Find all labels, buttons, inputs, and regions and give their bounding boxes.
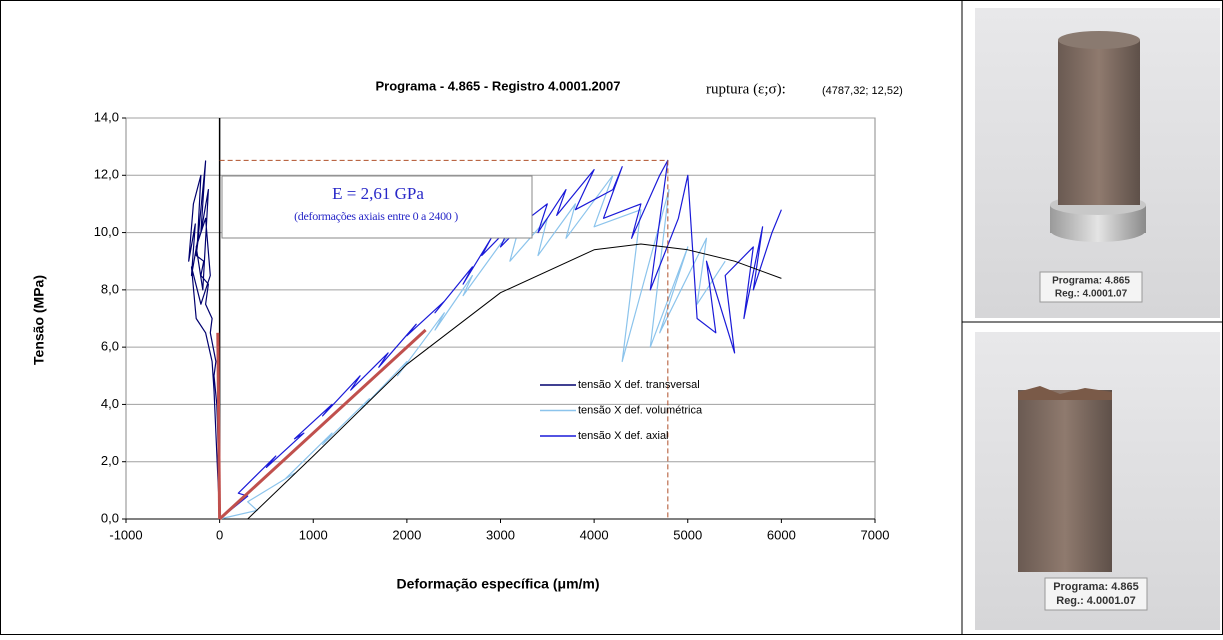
legend-label: tensão X def. volumétrica — [578, 404, 703, 416]
y-tick-label: 8,0 — [101, 281, 119, 296]
rupture-value: (4787,32; 12,52) — [822, 85, 903, 97]
x-tick-label: 4000 — [580, 527, 609, 542]
fracture — [1018, 386, 1112, 400]
photo-label — [1039, 271, 1143, 303]
y-axis-title: Tensão (MPa) — [31, 275, 47, 365]
annotation-box — [221, 175, 533, 239]
x-tick-label: 0 — [216, 527, 223, 542]
photo: Programa: 4.865 Reg.: 4.0001.07 — [975, 8, 1220, 318]
photo-label-text: Reg.: 4.0001.07 — [1055, 289, 1128, 300]
specimen — [1058, 40, 1140, 205]
y-tick-label: 0,0 — [101, 510, 119, 525]
fit-line — [216, 332, 222, 520]
x-tick-label: 2000 — [392, 527, 421, 542]
series-line — [219, 159, 782, 520]
fit-line — [218, 328, 427, 521]
annotation: E = 2,61 GPa — [332, 184, 424, 203]
photo-label — [1044, 577, 1148, 611]
legend-label: tensão X def. axial — [578, 430, 669, 442]
specimen — [1018, 390, 1112, 572]
x-tick-label: 3000 — [486, 527, 515, 542]
x-tick-label: 5000 — [673, 527, 702, 542]
chart-title: Programa - 4.865 - Registro 4.0001.2007 — [376, 78, 621, 93]
series-line — [188, 160, 221, 520]
photo-label-text: Programa: 4.865 — [1053, 581, 1139, 593]
photo-label-text: Reg.: 4.0001.07 — [1056, 595, 1136, 607]
x-tick-label: 7000 — [861, 527, 890, 542]
y-tick-label: 10,0 — [94, 224, 119, 239]
y-tick-label: 12,0 — [94, 167, 119, 182]
y-tick-label: 4,0 — [101, 396, 119, 411]
photo-label-text: Programa: 4.865 — [1052, 276, 1130, 287]
x-tick-label: 1000 — [299, 527, 328, 542]
y-tick-label: 14,0 — [94, 109, 119, 124]
x-axis-title: Deformação específica (μm/m) — [396, 576, 599, 592]
trend-line — [247, 243, 782, 520]
x-tick-label: -1000 — [109, 527, 142, 542]
y-tick-label: 6,0 — [101, 339, 119, 354]
specimen-top — [1058, 31, 1140, 49]
photo: Programa: 4.865 Reg.: 4.0001.07 — [975, 332, 1220, 630]
rupture-label: ruptura (ε;σ): — [706, 81, 786, 97]
annotation: (deformações axiais entre 0 a 2400 ) — [294, 209, 458, 223]
x-tick-label: 6000 — [767, 527, 796, 542]
y-tick-label: 2,0 — [101, 453, 119, 468]
legend-label: tensão X def. transversal — [578, 379, 700, 391]
